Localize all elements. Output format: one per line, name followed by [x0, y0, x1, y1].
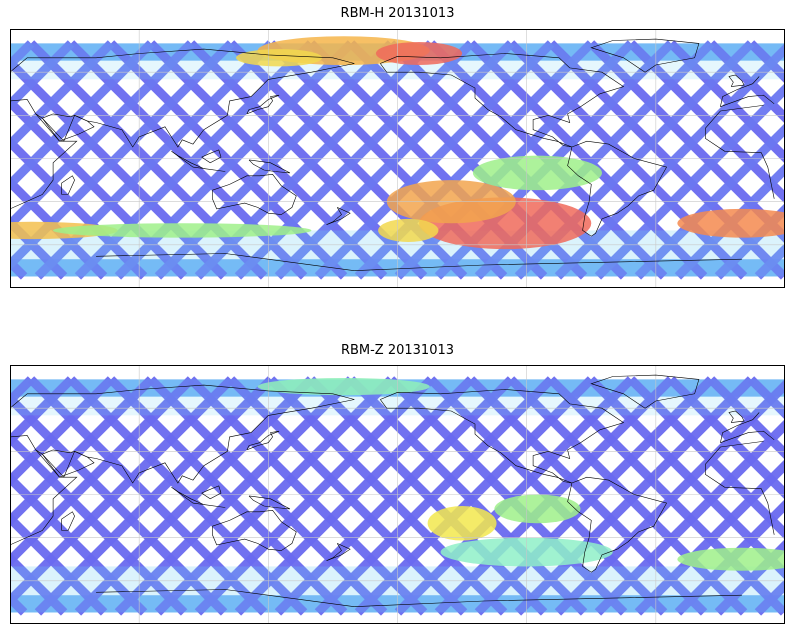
map-frame [10, 365, 785, 624]
panel-title-bottom: RBM-Z 20131013 [340, 343, 455, 358]
hotspot [53, 223, 312, 238]
hotspot [677, 547, 785, 571]
hotspot [257, 377, 430, 396]
coastlines [10, 374, 775, 607]
hotspot [494, 494, 581, 524]
hotspot [427, 506, 497, 541]
map-panel-top [10, 29, 785, 288]
hotspot [472, 155, 603, 191]
hotspot [677, 208, 785, 238]
hotspot [236, 49, 323, 67]
map-frame [10, 29, 785, 288]
graticule [10, 365, 785, 624]
panel-title-top: RBM-H 20131013 [340, 6, 455, 21]
coastlines [10, 38, 775, 271]
hotspot [375, 41, 463, 65]
hotspot [378, 218, 439, 242]
map-panel-bottom [10, 365, 785, 624]
